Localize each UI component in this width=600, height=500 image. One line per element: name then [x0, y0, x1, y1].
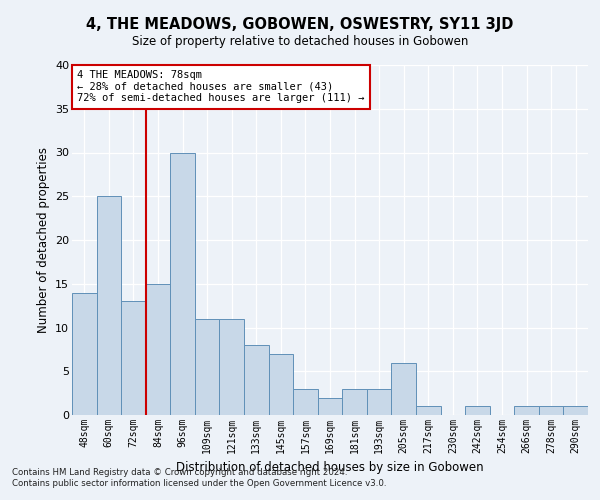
Bar: [563, 406, 588, 415]
Bar: [514, 406, 539, 415]
Bar: [121, 301, 146, 415]
Bar: [342, 389, 367, 415]
Bar: [170, 152, 195, 415]
Bar: [293, 389, 318, 415]
Bar: [318, 398, 342, 415]
Bar: [146, 284, 170, 415]
Text: 4, THE MEADOWS, GOBOWEN, OSWESTRY, SY11 3JD: 4, THE MEADOWS, GOBOWEN, OSWESTRY, SY11 …: [86, 18, 514, 32]
Bar: [269, 354, 293, 415]
Bar: [465, 406, 490, 415]
Text: Size of property relative to detached houses in Gobowen: Size of property relative to detached ho…: [132, 35, 468, 48]
Bar: [539, 406, 563, 415]
Bar: [72, 292, 97, 415]
Bar: [220, 319, 244, 415]
Text: Contains HM Land Registry data © Crown copyright and database right 2024.
Contai: Contains HM Land Registry data © Crown c…: [12, 468, 386, 487]
Bar: [367, 389, 391, 415]
Bar: [391, 362, 416, 415]
Bar: [416, 406, 440, 415]
Text: 4 THE MEADOWS: 78sqm
← 28% of detached houses are smaller (43)
72% of semi-detac: 4 THE MEADOWS: 78sqm ← 28% of detached h…: [77, 70, 365, 103]
Bar: [195, 319, 220, 415]
X-axis label: Distribution of detached houses by size in Gobowen: Distribution of detached houses by size …: [176, 462, 484, 474]
Y-axis label: Number of detached properties: Number of detached properties: [37, 147, 50, 333]
Bar: [244, 345, 269, 415]
Bar: [97, 196, 121, 415]
